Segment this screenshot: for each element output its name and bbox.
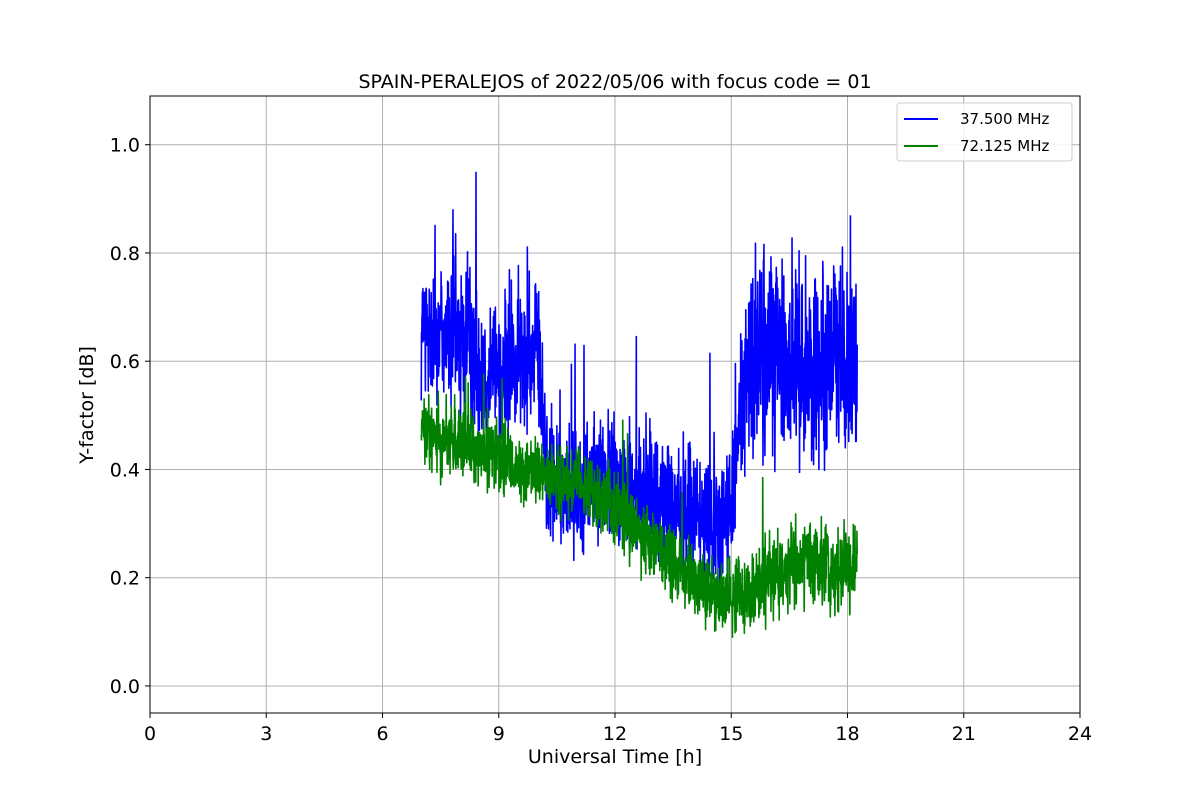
chart-title: SPAIN-PERALEJOS of 2022/05/06 with focus…	[358, 71, 871, 93]
x-tick-label: 18	[835, 723, 859, 745]
y-tick-label: 0.4	[110, 459, 140, 481]
legend-label-37-500-mhz: 37.500 MHz	[960, 110, 1049, 128]
y-axis-label: Y-factor [dB]	[76, 346, 98, 465]
x-tick-label: 15	[719, 723, 743, 745]
x-tick-label: 9	[493, 723, 505, 745]
legend-label-72-125-mhz: 72.125 MHz	[960, 137, 1049, 155]
x-tick-label: 24	[1068, 723, 1092, 745]
x-tick-label: 0	[144, 723, 156, 745]
plot-area	[420, 171, 858, 639]
x-tick-label: 6	[376, 723, 388, 745]
series-72-125-mhz-line	[420, 373, 858, 639]
y-tick-label: 0.6	[110, 351, 140, 373]
x-tick-label: 21	[952, 723, 976, 745]
legend-box	[896, 102, 1073, 162]
x-axis-label: Universal Time [h]	[528, 746, 702, 768]
y-tick-label: 0.0	[110, 676, 140, 698]
x-tick-label: 3	[260, 723, 272, 745]
series-37-500-mhz-line	[420, 171, 858, 601]
y-tick-label: 0.2	[110, 568, 140, 590]
y-tick-label: 1.0	[110, 135, 140, 157]
legend: 37.500 MHz 72.125 MHz	[896, 102, 1073, 162]
y-axis-ticks: 0.0 0.2 0.4 0.6 0.8 1.0	[110, 135, 150, 698]
y-tick-label: 0.8	[110, 243, 140, 265]
x-axis-ticks: 0 3 6 9 12 15 18 21 24	[144, 713, 1092, 745]
x-tick-label: 12	[603, 723, 627, 745]
